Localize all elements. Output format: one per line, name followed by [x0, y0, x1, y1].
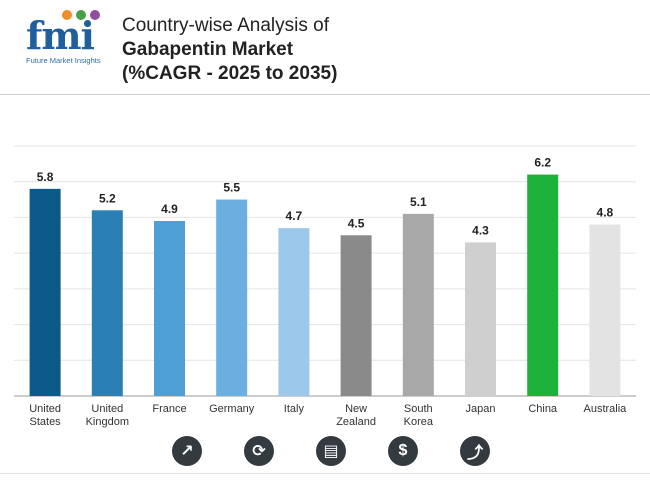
growth-chart-icon[interactable]: ↗	[172, 436, 202, 466]
data-label: 5.2	[99, 191, 116, 205]
category-label: South	[404, 403, 433, 415]
data-label: 4.3	[472, 223, 489, 237]
data-label: 4.7	[286, 209, 303, 223]
bar[interactable]	[402, 213, 434, 396]
logo-dot-purple	[90, 10, 100, 20]
category-label: Italy	[284, 403, 305, 415]
category-label: Australia	[584, 403, 628, 415]
report-document-icon[interactable]: ▤	[316, 436, 346, 466]
data-label: 4.5	[348, 216, 365, 230]
header: fmi Future Market Insights Country-wise …	[0, 0, 650, 95]
market-trend-icon[interactable]: ⤴	[460, 436, 490, 466]
logo-dot-green	[76, 10, 86, 20]
logo-dot-orange	[62, 10, 72, 20]
category-label: New	[345, 403, 367, 415]
logo-tagline: Future Market Insights	[26, 56, 101, 65]
fmi-logo[interactable]: fmi Future Market Insights	[24, 10, 114, 72]
bar[interactable]	[216, 199, 248, 396]
category-label: United	[29, 403, 61, 415]
bar[interactable]	[29, 188, 61, 396]
data-label: 4.9	[161, 202, 178, 216]
category-label: France	[152, 403, 186, 415]
category-label: Germany	[209, 403, 255, 415]
bar[interactable]	[527, 174, 559, 396]
category-label: Zealand	[336, 416, 376, 428]
title-line-2: Gabapentin Market	[122, 39, 294, 60]
category-label: Kingdom	[86, 416, 129, 428]
footer-divider	[0, 473, 650, 474]
title-line-1: Country-wise Analysis of	[122, 15, 329, 36]
footer-icon-row: ↗ ⟳ ▤ $ ⤴	[0, 436, 650, 470]
chart-title: Country-wise Analysis of Gabapentin Mark…	[122, 14, 337, 86]
category-label: China	[528, 403, 558, 415]
data-label: 5.5	[223, 181, 240, 195]
bar[interactable]	[154, 221, 185, 396]
data-label: 6.2	[534, 156, 551, 170]
trend-analysis-icon[interactable]: ⟳	[244, 436, 274, 466]
bar-chart: 5.8UnitedStates5.2UnitedKingdom4.9France…	[14, 145, 636, 428]
data-label: 5.8	[37, 170, 54, 184]
category-label: United	[91, 403, 123, 415]
dollar-icon[interactable]: $	[388, 436, 418, 466]
logo-text: fmi	[26, 13, 95, 58]
data-label: 5.1	[410, 195, 427, 209]
bar[interactable]	[340, 235, 372, 396]
bar[interactable]	[589, 224, 621, 396]
category-label: Korea	[404, 416, 434, 428]
category-label: States	[30, 416, 62, 428]
data-label: 4.8	[597, 206, 614, 220]
bar[interactable]	[91, 210, 123, 396]
bar[interactable]	[278, 228, 310, 396]
category-label: Japan	[466, 403, 496, 415]
title-line-3: (%CAGR - 2025 to 2035)	[122, 63, 338, 84]
header-divider	[0, 94, 650, 95]
bar[interactable]	[465, 242, 496, 396]
